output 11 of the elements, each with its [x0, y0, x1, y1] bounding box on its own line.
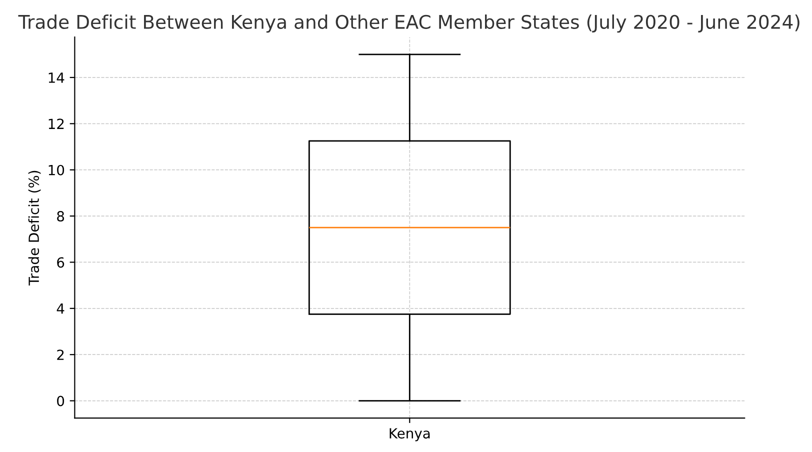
x-tick-label: Kenya	[390, 428, 430, 442]
y-tick-label: 2	[57, 350, 64, 360]
chart-title: Trade Deficit Between Kenya and Other EAC Member States (July 2020 - June 2024)	[18, 14, 800, 33]
y-axis-title: Trade Deficit (%)	[28, 170, 41, 286]
y-tick-label: 12	[48, 118, 64, 129]
y-tick-label: 6	[57, 257, 64, 268]
y-tick-label: 0	[57, 396, 64, 406]
y-tick-label: 4	[56, 304, 64, 314]
y-tick-label: 8	[57, 211, 64, 222]
y-tick-label: 14	[48, 72, 64, 83]
y-tick-label: 10	[48, 164, 64, 176]
